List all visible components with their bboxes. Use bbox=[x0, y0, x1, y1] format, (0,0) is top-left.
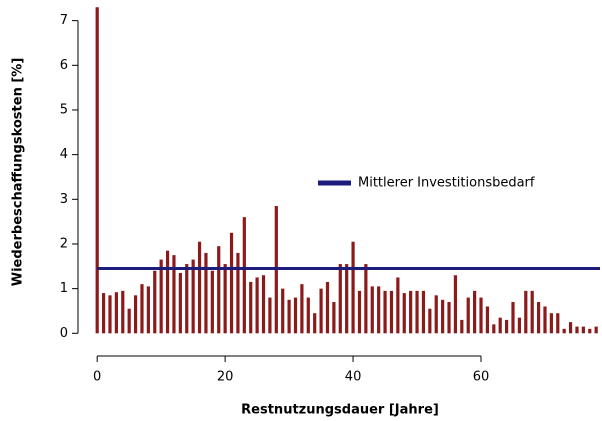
bar bbox=[242, 217, 246, 334]
bar bbox=[396, 277, 400, 334]
y-tick-label: 2 bbox=[60, 236, 68, 251]
y-tick-label: 3 bbox=[60, 192, 68, 207]
bar bbox=[364, 264, 368, 334]
bar bbox=[447, 302, 451, 334]
bar bbox=[101, 293, 106, 334]
bar bbox=[383, 290, 387, 334]
bar bbox=[568, 322, 573, 334]
bar bbox=[338, 264, 342, 334]
bar bbox=[95, 7, 99, 334]
bar bbox=[300, 284, 304, 334]
bar bbox=[261, 275, 266, 334]
x-tick-label: 40 bbox=[345, 370, 362, 385]
bar bbox=[409, 290, 413, 334]
bar bbox=[415, 290, 419, 334]
bar bbox=[460, 319, 464, 334]
bar bbox=[345, 264, 349, 334]
bar bbox=[575, 326, 579, 334]
bar bbox=[159, 259, 163, 334]
bar bbox=[325, 281, 330, 334]
bar bbox=[402, 293, 406, 334]
y-axis-label: Wiederbeschaffungskosten [%] bbox=[11, 58, 26, 287]
bar bbox=[223, 264, 227, 334]
bar bbox=[127, 308, 131, 334]
bar bbox=[281, 288, 285, 334]
bar bbox=[249, 281, 253, 334]
bar bbox=[140, 284, 144, 334]
y-tick-label: 1 bbox=[60, 281, 68, 296]
bar bbox=[229, 232, 234, 334]
bar bbox=[153, 270, 157, 334]
y-tick-label: 0 bbox=[60, 326, 68, 341]
bar bbox=[293, 297, 298, 334]
bar bbox=[210, 270, 214, 334]
bar bbox=[357, 290, 362, 334]
bar bbox=[428, 308, 432, 334]
bar bbox=[421, 290, 426, 334]
y-tick-label: 5 bbox=[60, 102, 68, 117]
bar bbox=[217, 246, 221, 334]
bar bbox=[121, 290, 125, 334]
bar bbox=[306, 297, 310, 334]
bar bbox=[524, 290, 528, 334]
bar bbox=[562, 328, 566, 334]
bar bbox=[588, 328, 592, 334]
bar bbox=[133, 295, 138, 334]
bar bbox=[255, 277, 259, 334]
bar bbox=[485, 306, 490, 334]
bar bbox=[351, 241, 355, 334]
bar bbox=[313, 313, 317, 334]
bar bbox=[236, 252, 240, 334]
bar bbox=[511, 302, 515, 334]
y-tick-label: 6 bbox=[60, 58, 68, 73]
bar bbox=[505, 319, 509, 334]
bar bbox=[441, 299, 445, 334]
bar bbox=[197, 241, 202, 334]
y-tick-label: 4 bbox=[60, 147, 68, 162]
x-tick-label: 0 bbox=[93, 370, 101, 385]
bar bbox=[319, 288, 323, 334]
bar bbox=[108, 295, 112, 334]
bar bbox=[530, 290, 534, 334]
x-tick-label: 20 bbox=[217, 370, 234, 385]
legend-label: Mittlerer Investitionsbedarf bbox=[358, 176, 535, 191]
bar bbox=[114, 292, 118, 334]
bar bbox=[581, 326, 585, 334]
bar bbox=[543, 306, 547, 334]
bar bbox=[594, 326, 598, 334]
bar bbox=[146, 286, 150, 334]
bar bbox=[204, 252, 208, 334]
bar bbox=[556, 313, 560, 334]
bar bbox=[466, 297, 470, 334]
bar bbox=[191, 259, 195, 334]
bar bbox=[172, 255, 176, 334]
bar bbox=[389, 290, 394, 334]
bar bbox=[453, 275, 458, 334]
x-tick-label: 60 bbox=[473, 370, 490, 385]
bar bbox=[332, 302, 336, 334]
bar bbox=[287, 299, 291, 334]
bar bbox=[377, 286, 381, 334]
bar bbox=[185, 264, 189, 334]
x-axis-label: Restnutzungsdauer [Jahre] bbox=[241, 403, 439, 418]
bar bbox=[178, 273, 182, 334]
bar bbox=[479, 297, 483, 334]
y-tick-label: 7 bbox=[60, 13, 68, 28]
bar bbox=[498, 317, 502, 334]
bar bbox=[268, 297, 272, 334]
bar bbox=[165, 250, 170, 334]
bar bbox=[370, 286, 374, 334]
bar bbox=[492, 324, 496, 334]
bar bbox=[434, 295, 438, 334]
bar bbox=[473, 290, 477, 334]
bar bbox=[517, 317, 521, 334]
bar bbox=[549, 313, 553, 334]
bar bbox=[536, 302, 541, 334]
